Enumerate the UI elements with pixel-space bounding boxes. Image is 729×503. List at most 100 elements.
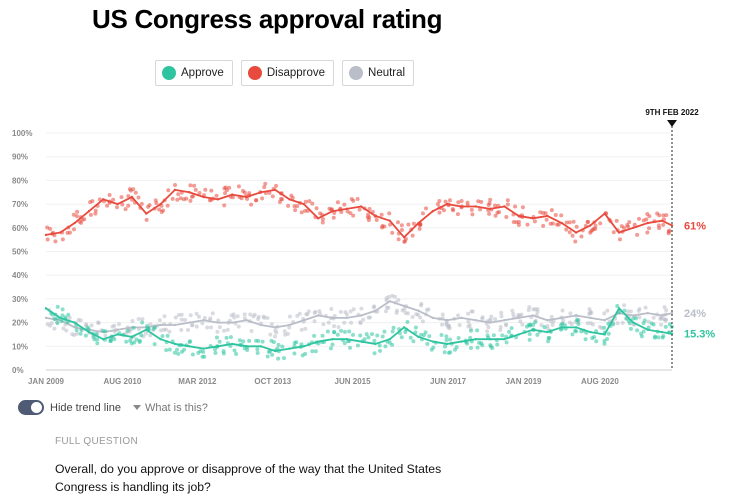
- neutral-poll-dot: [499, 310, 504, 315]
- neutral-poll-dot: [390, 293, 395, 298]
- what-is-this-link[interactable]: What is this?: [132, 402, 208, 414]
- approve-color-dot: [162, 66, 176, 80]
- approve-poll-dot: [527, 332, 532, 337]
- approve-poll-dot: [160, 334, 165, 339]
- y-tick-label: 30%: [12, 295, 28, 304]
- neutral-poll-dot: [457, 323, 462, 328]
- approve-poll-dot: [266, 349, 271, 354]
- approve-poll-dot: [475, 345, 480, 350]
- date-marker-triangle-icon: [667, 120, 677, 127]
- neutral-poll-dot: [200, 321, 205, 326]
- approve-poll-dot: [391, 325, 396, 330]
- approve-poll-dot: [366, 335, 371, 340]
- approve-poll-dot: [125, 328, 130, 333]
- neutral-poll-dot: [163, 327, 168, 332]
- disapprove-poll-dot: [564, 227, 569, 232]
- neutral-poll-dot: [299, 327, 304, 332]
- approve-poll-dot: [164, 348, 169, 353]
- neutral-poll-dot: [273, 334, 278, 339]
- disapprove-poll-dot: [417, 226, 422, 231]
- approve-poll-dot: [108, 338, 113, 343]
- neutral-poll-dot: [368, 315, 373, 320]
- disapprove-poll-dot: [645, 230, 650, 235]
- neutral-poll-dot: [287, 325, 292, 330]
- neutral-poll-dot: [176, 313, 181, 318]
- approve-poll-dot: [276, 342, 281, 347]
- disapprove-poll-dot: [647, 226, 652, 231]
- neutral-trend-point: [231, 321, 234, 324]
- approve-poll-dot: [605, 336, 610, 341]
- disapprove-trend-point: [102, 198, 105, 201]
- disapprove-trend-point: [359, 205, 363, 208]
- neutral-poll-dot: [216, 318, 221, 323]
- legend-disapprove-label: Disapprove: [266, 67, 326, 79]
- disapprove-poll-dot: [270, 194, 275, 199]
- legend-neutral-button[interactable]: Neutral: [342, 60, 415, 86]
- approve-poll-dot: [448, 337, 453, 342]
- disapprove-poll-dot: [487, 211, 492, 216]
- approve-trend-point: [102, 337, 105, 341]
- approve-poll-dot: [495, 342, 500, 347]
- legend-approve-label: Approve: [181, 67, 224, 79]
- neutral-poll-dot: [75, 331, 80, 336]
- x-tick-label: JUN 2017: [430, 377, 467, 386]
- neutral-poll-dot: [658, 316, 663, 321]
- disapprove-poll-dot: [295, 204, 300, 209]
- approve-trend-point: [646, 328, 649, 331]
- neutral-poll-dot: [103, 333, 108, 338]
- approve-poll-dot: [663, 324, 668, 329]
- disapprove-trend-point: [302, 202, 306, 206]
- disapprove-poll-dot: [188, 198, 193, 203]
- neutral-poll-dot: [403, 311, 408, 316]
- hide-trend-toggle[interactable]: [18, 400, 44, 415]
- legend-disapprove-button[interactable]: Disapprove: [240, 60, 335, 86]
- approve-poll-dot: [152, 342, 157, 347]
- disapprove-poll-dot: [345, 209, 350, 214]
- disapprove-color-dot: [247, 66, 262, 80]
- neutral-poll-dot: [386, 305, 391, 310]
- disapprove-trend-point: [474, 205, 477, 208]
- disapprove-poll-dot: [456, 200, 461, 205]
- neutral-poll-dot: [504, 322, 509, 327]
- legend-approve-button[interactable]: Approve: [155, 60, 233, 86]
- approve-poll-dot: [212, 347, 217, 352]
- disapprove-poll-dot: [465, 200, 470, 205]
- disapprove-poll-dot: [511, 220, 516, 225]
- disapprove-trend-point: [188, 191, 191, 194]
- disapprove-poll-dot: [520, 205, 525, 210]
- neutral-trend-point: [288, 323, 291, 327]
- disapprove-trend-point: [73, 221, 76, 225]
- disapprove-trend-point: [546, 214, 549, 218]
- disapprove-poll-dot: [107, 193, 112, 198]
- neutral-trend-point: [445, 319, 449, 322]
- disapprove-trend-point: [159, 202, 162, 206]
- approve-poll-dot: [382, 329, 387, 334]
- approve-poll-dot: [641, 321, 646, 326]
- disapprove-trend-point: [288, 198, 291, 201]
- disapprove-poll-dot: [579, 234, 584, 239]
- disapprove-poll-dot: [254, 198, 259, 203]
- approve-poll-dot: [217, 339, 222, 344]
- disapprove-poll-dot: [131, 187, 136, 192]
- disapprove-poll-dot: [469, 207, 474, 212]
- approve-trend-point: [503, 337, 506, 341]
- disapprove-poll-dot: [666, 231, 671, 236]
- x-tick-label: MAR 2012: [178, 377, 217, 386]
- disapprove-poll-dot: [647, 214, 652, 219]
- neutral-poll-dot: [190, 323, 195, 328]
- approve-poll-dot: [372, 338, 377, 343]
- neutral-poll-dot: [480, 316, 485, 321]
- neutral-poll-dot: [157, 318, 162, 323]
- approve-trend-point: [560, 326, 563, 329]
- neutral-trend-point: [188, 321, 191, 324]
- approve-trend-point: [345, 337, 349, 341]
- approve-trend-point: [546, 330, 549, 334]
- approve-poll-dot: [351, 332, 356, 337]
- neutral-poll-dot: [456, 313, 461, 318]
- approve-poll-dot: [413, 325, 418, 330]
- approve-poll-dot: [330, 342, 335, 347]
- approve-trend-point: [603, 333, 606, 336]
- disapprove-poll-dot: [133, 190, 138, 195]
- neutral-trend-point: [302, 319, 306, 322]
- approve-poll-dot: [281, 356, 286, 361]
